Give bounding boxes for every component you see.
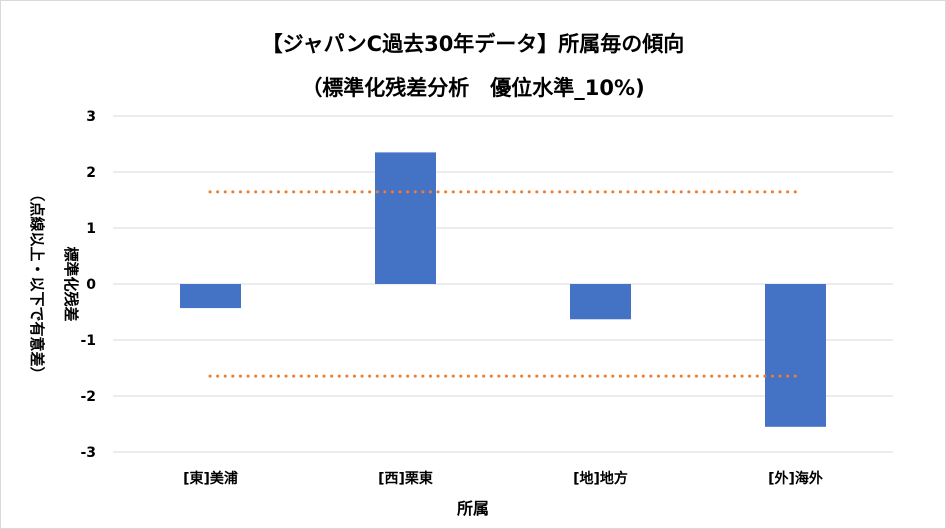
y-tick-label: 2 — [86, 165, 96, 181]
bar — [765, 284, 826, 427]
x-tick-label: [地]地方 — [573, 470, 628, 487]
y-tick-label: 1 — [86, 221, 96, 237]
chart-subtitle: （標準化残差分析 優位水準_10%) — [301, 76, 645, 100]
y-tick-label: -3 — [80, 445, 96, 461]
x-tick-label: [西]栗東 — [378, 470, 433, 487]
y-tick-label: 0 — [86, 277, 96, 293]
bar — [570, 284, 631, 320]
y-tick-label: 3 — [86, 109, 96, 125]
bar — [375, 152, 436, 284]
y-tick-label: -1 — [80, 333, 96, 349]
y-tick-label: -2 — [80, 389, 96, 405]
x-axis-label: 所属 — [456, 499, 489, 518]
y-axis-label-line2: （点線以上・以下で有意差） — [28, 186, 46, 382]
x-tick-label: [東]美浦 — [183, 470, 238, 487]
x-tick-label: [外]海外 — [768, 470, 823, 487]
y-axis-label-line1: 標準化残差 — [62, 246, 80, 322]
chart-title: 【ジャパンC過去30年データ】所属毎の傾向 — [261, 32, 685, 56]
bar — [180, 284, 241, 309]
